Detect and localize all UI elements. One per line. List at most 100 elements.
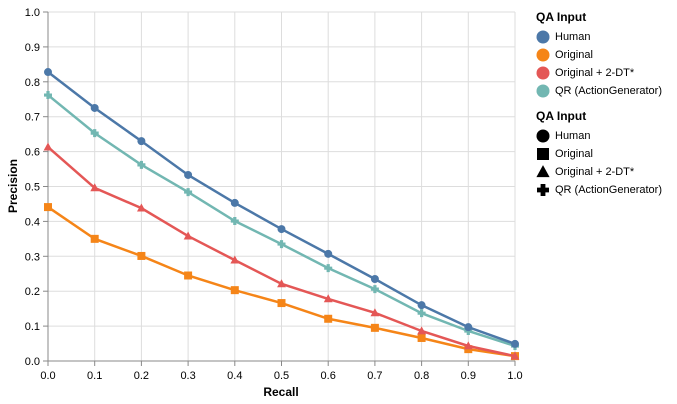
legend-shape-item: QR (ActionGenerator) — [536, 181, 662, 199]
circle-symbol-icon — [536, 129, 552, 143]
legend-label: QR (ActionGenerator) — [555, 85, 662, 97]
y-axis-title: Precision — [6, 159, 20, 213]
data-point — [324, 264, 333, 273]
circle-symbol-icon — [536, 84, 552, 98]
x-tick-label: 0.4 — [227, 370, 242, 382]
data-point — [370, 274, 379, 283]
x-tick-label: 0.1 — [87, 370, 102, 382]
y-tick-label: 0.3 — [25, 251, 40, 263]
data-point — [511, 339, 519, 348]
y-tick-label: 0.1 — [25, 321, 40, 333]
x-tick-label: 1.0 — [507, 370, 522, 382]
y-tick-label: 1.0 — [25, 7, 40, 19]
circle-icon — [536, 66, 550, 80]
data-point — [44, 203, 52, 212]
data-point — [44, 68, 52, 77]
circle-symbol-icon — [536, 30, 552, 44]
data-point — [44, 91, 53, 100]
data-point — [90, 234, 99, 243]
legend-shape-item: Human — [536, 127, 662, 145]
data-point — [417, 301, 426, 310]
circle-icon — [536, 48, 550, 62]
legend-shape-title: QA Input — [536, 109, 587, 123]
y-tick-label: 0.4 — [25, 216, 40, 228]
data-point — [370, 323, 379, 332]
y-tick-label: 0.0 — [25, 356, 40, 368]
data-point — [324, 249, 333, 258]
data-point — [417, 309, 426, 318]
data-point — [184, 170, 193, 179]
legend-color-title: QA Input — [536, 10, 587, 24]
x-tick-label: 0.2 — [134, 370, 149, 382]
y-tick-label: 0.8 — [25, 77, 40, 89]
square-icon — [537, 148, 549, 160]
legend-color-item: Human — [536, 28, 662, 46]
series-original-2-dt — [43, 142, 520, 360]
data-point — [137, 137, 146, 146]
legend-label: Human — [555, 31, 591, 43]
data-point — [184, 188, 193, 197]
x-tick-label: 0.6 — [321, 370, 336, 382]
legend-label: Human — [555, 130, 591, 142]
circle-icon-mark — [536, 66, 550, 80]
x-axis-title: Recall — [263, 385, 298, 399]
data-point — [230, 255, 240, 264]
circle-icon-mark — [536, 129, 550, 143]
data-point — [90, 129, 99, 138]
y-tick-label: 0.6 — [25, 147, 40, 159]
axes: 0.0 0.1 0.2 0.3 0.4 0.5 0.6 0.7 0.8 0.9 1.0 0.0 0.1 0… — [25, 7, 523, 382]
square-icon-mark — [537, 148, 549, 160]
x-tick-label: 0.8 — [414, 370, 429, 382]
data-point — [90, 103, 99, 112]
legend-shape-item: Original + 2-DT* — [536, 163, 662, 181]
y-tick-label: 0.7 — [25, 112, 40, 124]
circle-icon-mark — [536, 84, 550, 98]
data-point — [463, 341, 473, 350]
data-point — [417, 333, 426, 342]
data-point — [277, 240, 286, 249]
legend-label: Original — [555, 49, 593, 61]
circle-icon — [536, 129, 550, 143]
legend-label: Original + 2-DT* — [555, 166, 635, 178]
cross-symbol-icon — [536, 184, 552, 196]
cross-icon — [537, 184, 549, 196]
data-point — [137, 203, 146, 212]
legend-color-item: QR (ActionGenerator) — [536, 82, 662, 100]
data-point — [510, 351, 520, 360]
x-tick-label: 0.7 — [367, 370, 382, 382]
data-point — [137, 251, 146, 260]
circle-icon — [536, 30, 550, 44]
data-point — [277, 279, 286, 288]
data-point — [417, 326, 426, 335]
legend-label: Original — [555, 148, 593, 160]
data-point — [324, 314, 333, 323]
data-point — [90, 183, 100, 192]
x-tick-label: 0.5 — [274, 370, 289, 382]
data-point — [464, 323, 473, 332]
data-point — [370, 285, 379, 294]
legend-color: QA Input Human Original Original + 2-DT* QR… — [536, 10, 662, 100]
legend-color-item: Original — [536, 46, 662, 64]
legend-color-item: Original + 2-DT* — [536, 64, 662, 82]
grid — [47, 11, 516, 362]
circle-symbol-icon — [536, 66, 552, 80]
x-tick-label: 0.3 — [180, 370, 195, 382]
data-point — [370, 308, 380, 317]
data-point — [277, 299, 286, 308]
square-symbol-icon — [536, 148, 552, 160]
data-point — [184, 271, 193, 280]
y-tick-label: 0.5 — [25, 182, 40, 194]
x-tick-label: 0.9 — [461, 370, 476, 382]
data-point — [183, 231, 193, 240]
cross-icon-mark — [537, 184, 549, 196]
data-point — [230, 217, 239, 226]
y-tick-label: 0.9 — [25, 42, 40, 54]
data-point — [230, 198, 239, 207]
x-tick-label: 0.0 — [40, 370, 55, 382]
legend-shape: QA Input Human Original Original + 2-DT* QR… — [536, 109, 662, 199]
data-point — [277, 225, 286, 234]
circle-icon — [536, 84, 550, 98]
data-point — [230, 286, 239, 295]
triangle-icon — [536, 165, 550, 178]
